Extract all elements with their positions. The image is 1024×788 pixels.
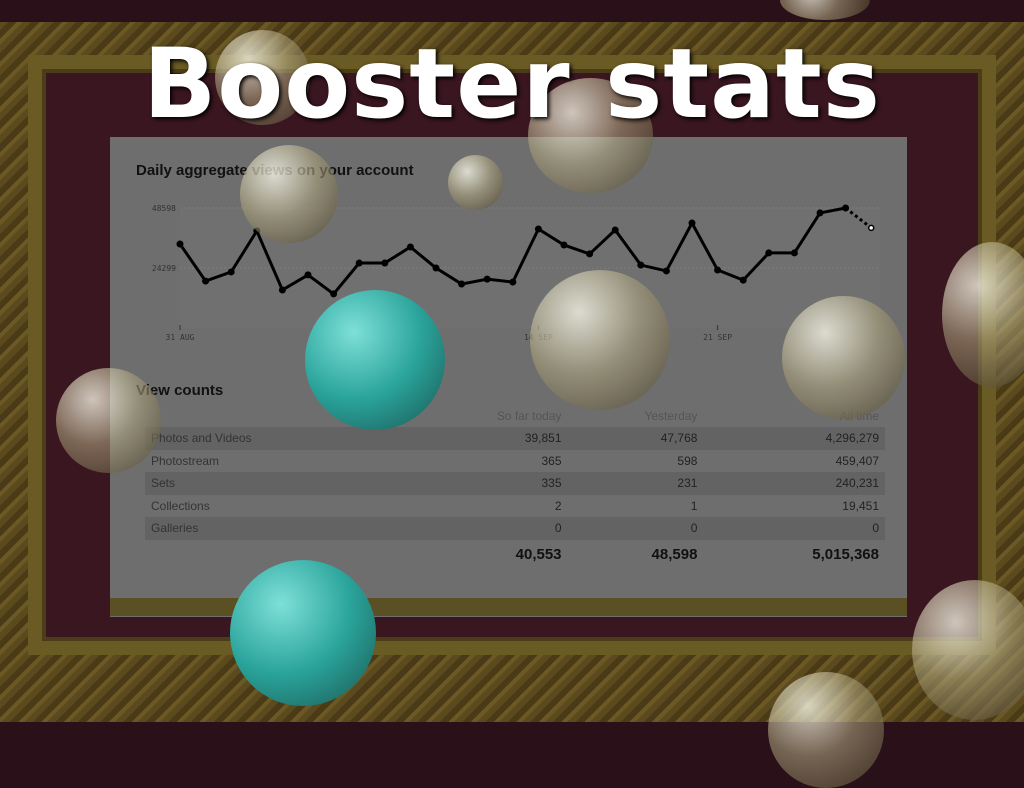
data-point	[688, 219, 696, 227]
cell-value: 4,296,279	[703, 427, 885, 450]
data-point	[867, 224, 875, 232]
total-value: 5,015,368	[812, 546, 879, 563]
data-point	[227, 268, 235, 276]
data-point	[355, 259, 363, 267]
data-point	[458, 280, 466, 288]
data-point	[381, 259, 389, 267]
decorative-bubble	[530, 270, 670, 410]
decorative-bubble	[230, 560, 376, 706]
cell-value: 0	[404, 517, 568, 540]
cell-value: 39,851	[404, 427, 568, 450]
data-point	[816, 209, 824, 217]
y-tick-label: 48598	[152, 204, 176, 213]
table-header-row: So far today Yesterday All time	[145, 405, 885, 427]
total-value: 40,553	[515, 546, 562, 563]
y-tick-label: 24299	[152, 264, 176, 273]
data-point	[790, 249, 798, 257]
total-value: 48,598	[651, 546, 698, 563]
data-point	[637, 261, 645, 269]
data-point	[278, 286, 286, 294]
cell-value: 231	[567, 472, 704, 495]
data-point	[765, 249, 773, 257]
decorative-bubble	[912, 580, 1024, 720]
data-point	[509, 278, 517, 286]
column-header: Yesterday	[644, 409, 698, 423]
table-row: Photos and Videos 39,851 47,768 4,296,279	[145, 427, 885, 450]
table-row: Sets 335 231 240,231	[145, 472, 885, 495]
row-label: Galleries	[145, 517, 405, 540]
data-point	[586, 250, 594, 258]
cell-value: 47,768	[567, 427, 704, 450]
row-label: Sets	[145, 472, 405, 495]
decorative-bubble	[56, 368, 161, 473]
cell-value: 1	[690, 498, 698, 513]
table-row: Galleries 0 0 0	[145, 517, 885, 540]
table-row: Collections 2 1 19,451	[145, 495, 885, 518]
data-point	[432, 264, 440, 272]
decorative-bubble	[768, 672, 884, 788]
cell-value: 240,231	[703, 472, 885, 495]
screenshot-footer-bar	[110, 598, 907, 616]
decorative-bubble	[942, 242, 1024, 387]
data-point	[406, 243, 414, 251]
cell-value: 0	[567, 517, 704, 540]
decorative-bubble	[528, 78, 653, 193]
data-point	[330, 290, 338, 298]
decorative-bubble	[782, 296, 905, 419]
data-point	[202, 277, 210, 285]
x-tick-label: 31 AUG	[166, 333, 195, 342]
data-point	[176, 240, 184, 248]
row-label: Photostream	[151, 453, 220, 468]
data-point	[611, 226, 619, 234]
data-point	[534, 225, 542, 233]
row-label: Collections	[151, 498, 210, 513]
decorative-bubble	[780, 0, 870, 20]
cell-value: 459,407	[835, 453, 879, 468]
cell-value: 598	[677, 453, 698, 468]
column-header: So far today	[496, 409, 562, 423]
data-point	[714, 266, 722, 274]
decorative-bubble	[305, 290, 445, 430]
totals-row: 40,553 48,598 5,015,368	[145, 540, 885, 570]
decorative-bubble	[448, 155, 503, 210]
view-counts-table: So far today Yesterday All time Photos a…	[145, 405, 885, 570]
cell-value: 0	[703, 517, 885, 540]
table-row: Photostream 365 598 459,407	[145, 450, 885, 473]
slide-title: Booster stats	[143, 28, 881, 140]
cell-value: 335	[404, 472, 568, 495]
data-point	[739, 276, 747, 284]
x-tick-label: 21 SEP	[703, 333, 732, 342]
data-point	[483, 275, 491, 283]
row-label: Photos and Videos	[145, 427, 405, 450]
data-point	[304, 271, 312, 279]
data-point	[560, 241, 568, 249]
data-point	[842, 204, 850, 212]
cell-value: 2	[554, 498, 562, 513]
decorative-bubble	[215, 30, 310, 125]
view-counts-title: View counts	[136, 382, 224, 399]
decorative-bubble	[240, 145, 338, 243]
cell-value: 19,451	[842, 498, 879, 513]
cell-value: 365	[541, 453, 562, 468]
data-point	[662, 267, 670, 275]
